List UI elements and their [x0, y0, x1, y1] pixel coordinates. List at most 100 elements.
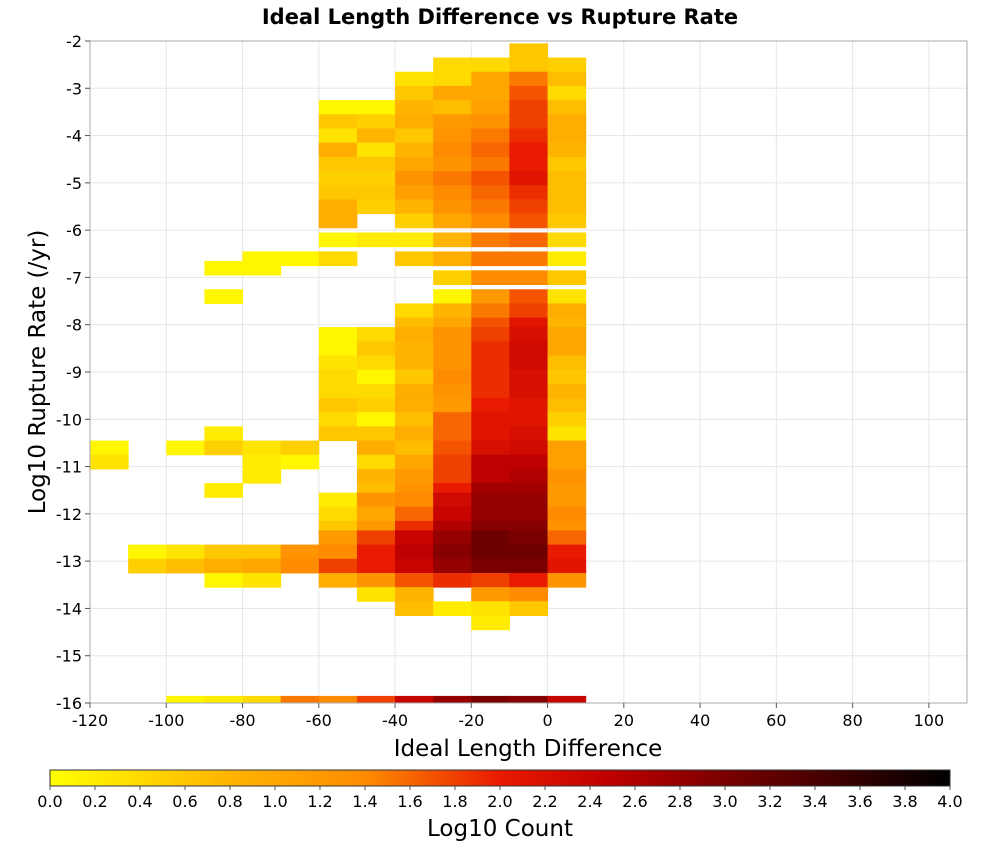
heatmap-cell — [509, 440, 549, 456]
heatmap-cell — [547, 695, 587, 704]
heatmap-cell — [509, 454, 549, 470]
heatmap-cell — [395, 492, 434, 508]
heatmap-cell — [509, 289, 549, 304]
colorbar-tick-label: 3.6 — [847, 792, 872, 811]
heatmap-cell — [356, 156, 396, 172]
y-tick-label: -7 — [66, 268, 82, 287]
heatmap-cell — [318, 544, 358, 560]
x-tick-label: -60 — [306, 711, 332, 730]
heatmap-cell — [318, 185, 358, 200]
x-tick-label: -120 — [72, 711, 108, 730]
heatmap-cell — [395, 412, 434, 427]
heatmap-cell — [471, 289, 510, 304]
heatmap-cell — [471, 57, 510, 73]
heatmap-cell — [471, 251, 510, 267]
heatmap-cell — [547, 213, 587, 229]
heatmap-cells — [90, 43, 587, 704]
heatmap-cell — [356, 558, 396, 574]
heatmap-cell — [509, 100, 549, 115]
heatmap-cell — [356, 185, 396, 200]
x-tick-label: 20 — [614, 711, 634, 730]
heatmap-cell — [242, 260, 282, 276]
colorbar-tick-label: 3.8 — [892, 792, 917, 811]
heatmap-cell — [509, 587, 549, 602]
heatmap-cell — [433, 558, 472, 574]
heatmap-cell — [509, 572, 549, 588]
heatmap-cell — [509, 114, 549, 129]
heatmap-cell — [509, 412, 549, 427]
heatmap-cell — [356, 128, 396, 144]
heatmap-cell — [204, 544, 244, 560]
heatmap-cell — [356, 572, 396, 588]
heatmap-cell — [242, 544, 282, 560]
heatmap-cell — [471, 506, 510, 522]
heatmap-cell — [433, 398, 472, 413]
colorbar-tick-label: 2.8 — [667, 792, 692, 811]
heatmap-cell — [318, 142, 358, 158]
heatmap-cell — [471, 615, 510, 631]
x-tick-label: -80 — [229, 711, 255, 730]
x-tick-label: 0 — [542, 711, 552, 730]
x-axis-label: Ideal Length Difference — [394, 736, 663, 762]
heatmap-cell — [471, 695, 510, 704]
heatmap-cell — [204, 695, 244, 704]
heatmap-cell — [395, 601, 434, 617]
heatmap-cell — [356, 142, 396, 158]
heatmap-cell — [395, 398, 434, 413]
y-tick-label: -12 — [56, 505, 82, 524]
heatmap-cell — [356, 199, 396, 215]
heatmap-cell — [356, 454, 396, 470]
y-tick-label: -16 — [56, 694, 82, 713]
heatmap-cell — [318, 492, 358, 508]
heatmap-cell — [433, 426, 472, 442]
heatmap-cell — [433, 544, 472, 560]
heatmap-cell — [471, 383, 510, 399]
heatmap-cell — [395, 251, 434, 267]
heatmap-cell — [509, 232, 549, 248]
heatmap-cell — [547, 128, 587, 144]
heatmap-cell — [318, 383, 358, 399]
heatmap-cell — [356, 695, 396, 704]
heatmap-cell — [318, 398, 358, 413]
y-tick-label: -9 — [66, 363, 82, 382]
heatmap-cell — [433, 303, 472, 319]
colorbar-tick-label: 0.6 — [172, 792, 197, 811]
heatmap-cell — [318, 156, 358, 172]
heatmap-cell — [471, 355, 510, 371]
x-tick-label: 100 — [914, 711, 945, 730]
heatmap-cell — [433, 199, 472, 215]
heatmap-cell — [547, 85, 587, 101]
heatmap-cell — [395, 341, 434, 356]
heatmap-cell — [547, 199, 587, 215]
heatmap-cell — [318, 114, 358, 129]
heatmap-cell — [471, 398, 510, 413]
heatmap-cell — [433, 85, 472, 101]
y-tick-label: -14 — [56, 599, 82, 618]
colorbar — [49, 769, 951, 787]
heatmap-cell — [471, 601, 510, 617]
heatmap-cell — [395, 369, 434, 385]
heatmap-cell — [395, 232, 434, 248]
heatmap-cell — [395, 128, 434, 144]
heatmap-cell — [356, 232, 396, 248]
heatmap-cell — [471, 303, 510, 319]
heatmap-cell — [433, 270, 472, 286]
heatmap-cell — [547, 398, 587, 413]
y-tick-label: -15 — [56, 647, 82, 666]
heatmap-cell — [509, 251, 549, 267]
colorbar-tick-label: 1.2 — [307, 792, 332, 811]
heatmap-cell — [547, 355, 587, 371]
x-axis-ticks: -120 -100 -80 -60 -40 -20 0 20 40 60 80 100 — [72, 703, 944, 730]
y-tick-label: -8 — [66, 316, 82, 335]
heatmap-cell — [356, 114, 396, 129]
heatmap-cell — [471, 156, 510, 172]
heatmap-cell — [547, 100, 587, 115]
heatmap-cell — [471, 369, 510, 385]
heatmap-cell — [318, 199, 358, 215]
heatmap-cell — [471, 544, 510, 560]
heatmap-cell — [204, 483, 244, 498]
heatmap-cell — [471, 327, 510, 342]
colorbar-tick-label: 3.4 — [802, 792, 827, 811]
heatmap-cell — [471, 128, 510, 144]
